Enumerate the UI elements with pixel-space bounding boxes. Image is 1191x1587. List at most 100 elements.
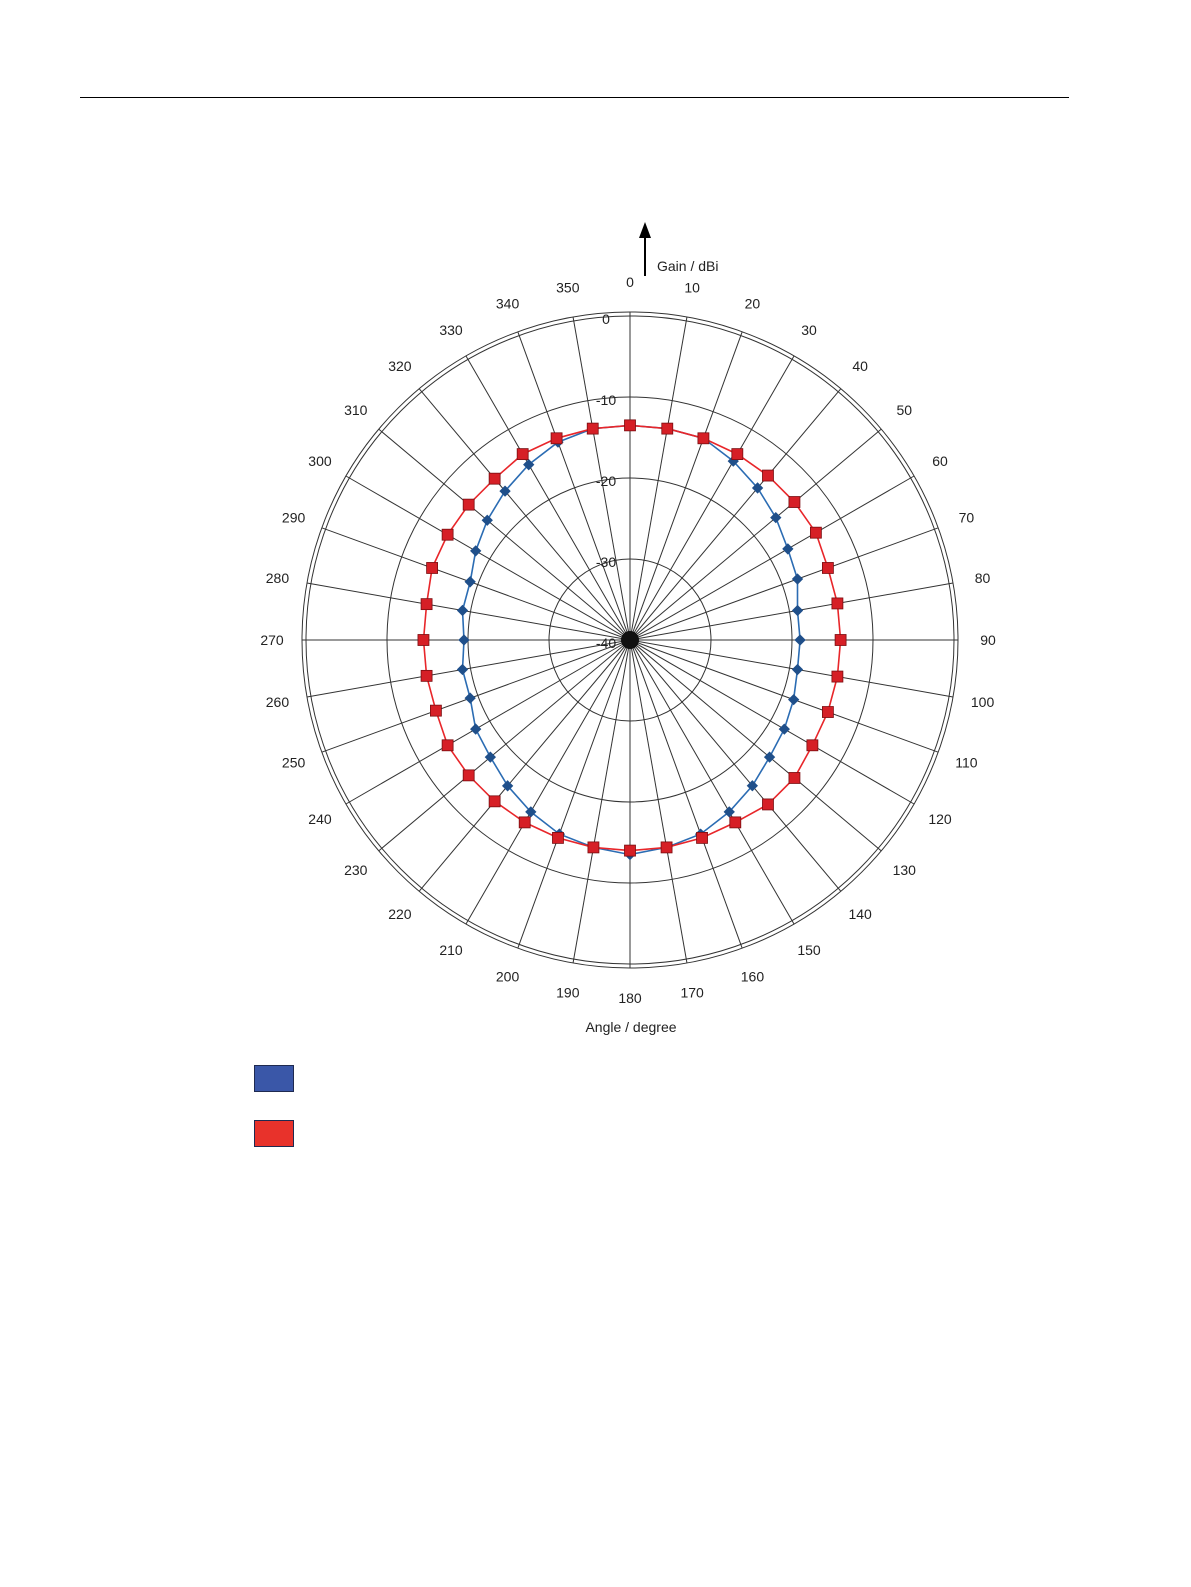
series-2-point: [788, 496, 801, 508]
grid-spoke: [465, 355, 631, 641]
series-1-point: [723, 806, 735, 818]
legend-swatch-series-2: [254, 1120, 294, 1147]
grid-spoke: [306, 582, 631, 641]
angle-tick-label: 160: [741, 968, 765, 984]
series-2-point: [441, 528, 454, 541]
grid-spoke: [629, 639, 882, 852]
series-2-point: [788, 772, 801, 784]
series-2-point: [821, 706, 834, 718]
grid-spoke: [629, 331, 743, 641]
series-2-point: [821, 562, 834, 574]
series-2-point: [426, 562, 439, 574]
angle-tick-label: 130: [893, 862, 917, 878]
grid-spoke: [629, 639, 842, 892]
angle-tick-label: 330: [439, 322, 463, 338]
grid-spoke: [629, 582, 954, 641]
angle-tick-label: 210: [439, 942, 463, 958]
series-2-point: [441, 739, 454, 752]
angle-tick-label: 10: [684, 279, 700, 295]
angle-tick-label: 140: [848, 906, 872, 922]
grid-spoke: [572, 639, 631, 964]
angle-tick-label: 350: [556, 279, 580, 295]
angle-tick-label: 340: [496, 296, 520, 312]
grid-spoke: [517, 639, 631, 949]
series-1-point: [470, 723, 482, 735]
series-2-point: [661, 422, 674, 435]
series-2-point: [550, 432, 563, 445]
grid-spoke: [306, 639, 631, 698]
series-1-point: [470, 545, 482, 557]
angle-tick-label: 310: [344, 402, 368, 418]
series-1-point: [456, 663, 469, 676]
grid-spoke: [321, 527, 631, 641]
angle-tick-label: 90: [980, 632, 996, 648]
grid-spoke: [517, 331, 631, 641]
series-2-point: [624, 844, 636, 857]
series-2-point: [488, 795, 501, 808]
grid-spoke: [629, 428, 882, 641]
angle-tick-label: 300: [308, 453, 332, 469]
angle-tick-label: 240: [308, 811, 332, 827]
angle-tick-label: 0: [626, 274, 634, 290]
gain-axis-arrow-icon: [639, 222, 651, 238]
angular-axis-label: Angle / degree: [585, 1019, 676, 1035]
angle-tick-label: 260: [266, 694, 290, 710]
grid-spoke: [465, 639, 631, 925]
center-hub: [621, 631, 639, 649]
series-2-point: [731, 448, 744, 461]
grid-spoke: [572, 316, 631, 641]
radial-tick-label: 0: [602, 311, 610, 327]
series-1-point: [458, 634, 470, 646]
grid-spoke: [629, 316, 688, 641]
angle-tick-label: 110: [955, 754, 978, 770]
series-2-point: [660, 841, 673, 854]
grid-spoke: [629, 355, 795, 641]
series-2-point: [831, 597, 844, 610]
series-1-point: [791, 604, 804, 617]
angle-tick-label: 70: [959, 510, 975, 526]
grid-spoke: [418, 639, 631, 892]
series-2-point: [831, 670, 844, 683]
grid-spoke: [629, 475, 915, 641]
angle-tick-label: 50: [896, 402, 912, 418]
grid-spoke: [629, 388, 842, 641]
series-1-point: [791, 663, 804, 676]
angle-tick-label: 250: [282, 754, 306, 770]
series-2-point: [586, 422, 599, 435]
grid-spoke: [321, 639, 631, 753]
series-2-point: [696, 831, 708, 844]
series-2-point: [462, 498, 475, 511]
legend-swatch-series-1: [254, 1065, 294, 1092]
grid-spoke: [629, 639, 743, 949]
series-1-point: [751, 482, 764, 494]
series-1-point: [794, 634, 806, 646]
angle-tick-label: 270: [260, 632, 284, 648]
angle-tick-label: 60: [932, 453, 948, 469]
series-1-point: [791, 573, 804, 585]
label-layer: Gain / dBi Angle / degree 0 10 20 30 40 50 60 7…: [260, 222, 996, 1035]
angle-tick-label: 100: [971, 694, 995, 710]
radial-tick-label: -20: [596, 473, 616, 489]
series-2-point: [697, 432, 710, 445]
angle-tick-label: 320: [388, 358, 412, 374]
polar-grid: [301, 311, 959, 969]
angle-tick-label: 190: [556, 985, 580, 1001]
series-2-point: [587, 841, 600, 854]
grid-spoke: [629, 527, 939, 641]
series-2-point: [518, 816, 531, 829]
grid-spoke: [345, 475, 631, 641]
series-2-point: [420, 598, 433, 611]
radial-axis-label: Gain / dBi: [657, 258, 718, 274]
series-1-point: [525, 806, 537, 818]
angle-tick-label: 80: [975, 570, 991, 586]
angle-tick-label: 30: [801, 322, 817, 338]
angle-tick-label: 220: [388, 906, 412, 922]
angle-tick-label: 180: [618, 990, 642, 1006]
grid-spoke: [629, 639, 954, 698]
angle-tick-label: 290: [282, 510, 306, 526]
grid-spoke: [629, 639, 915, 805]
page-header-rule: [80, 97, 1069, 98]
series-1-point: [456, 604, 469, 617]
angle-tick-label: 20: [745, 296, 761, 312]
